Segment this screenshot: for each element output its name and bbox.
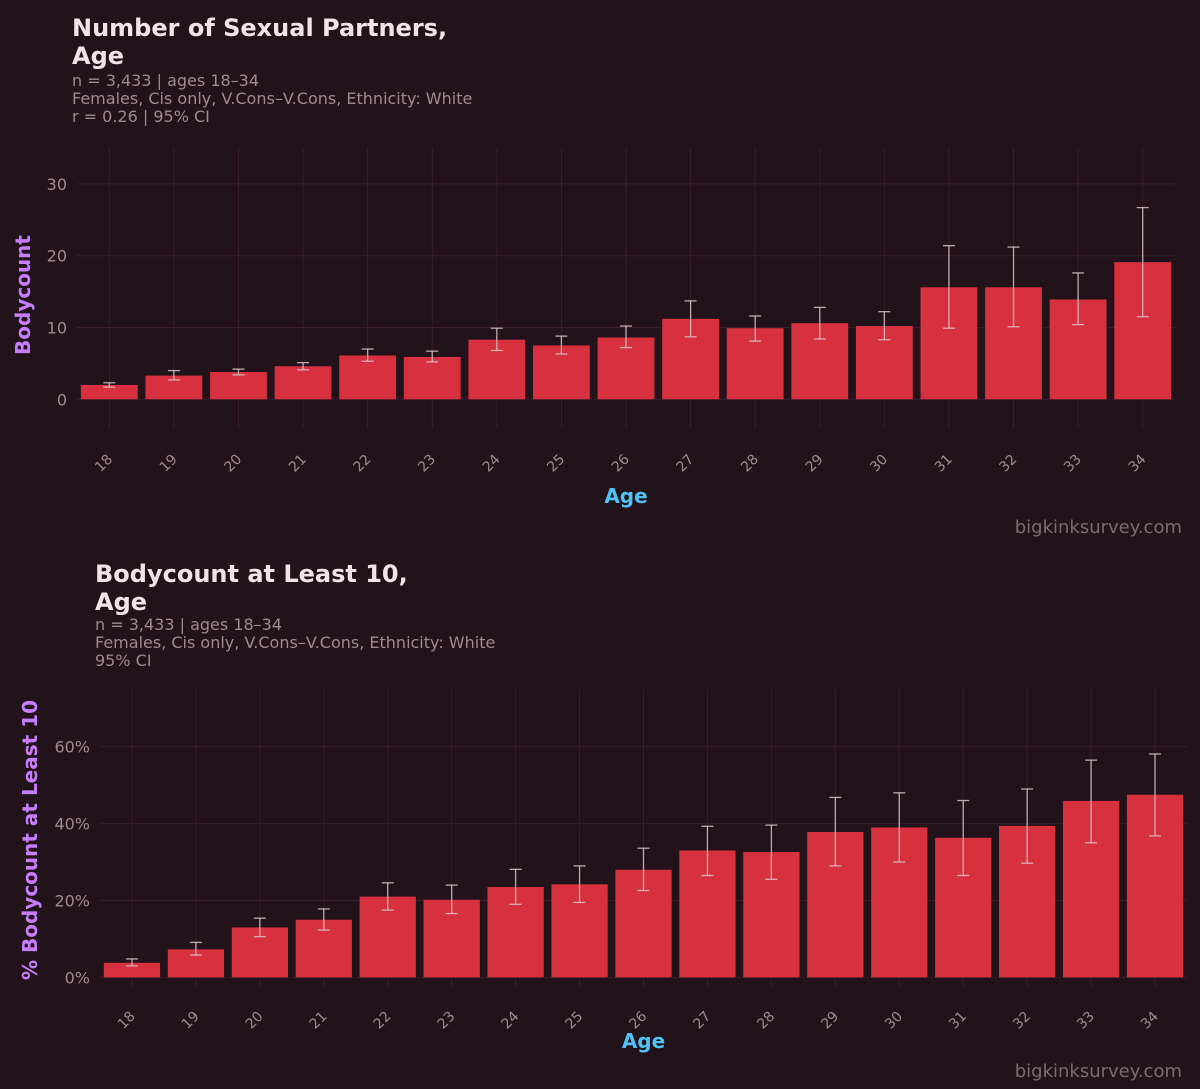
chart2-title: Bodycount at Least 10, Age: [95, 560, 408, 616]
chart1-subtitle: n = 3,433 | ages 18–34 Females, Cis only…: [72, 72, 472, 126]
chart2-xtick-label: 31: [946, 1009, 970, 1033]
chart2-xtick-label: 32: [1010, 1009, 1034, 1033]
chart2-xtick-label: 27: [690, 1009, 714, 1033]
chart2-ylabel: % Bodycount at Least 10: [18, 700, 42, 980]
chart2-xlabel: Age: [622, 1029, 665, 1053]
chart2-xtick-label: 30: [882, 1009, 906, 1033]
chart1-bar: [210, 372, 267, 400]
chart1-watermark: bigkinksurvey.com: [1014, 517, 1182, 538]
chart1-ylabel: Bodycount: [11, 235, 35, 355]
chart2-xtick-label: 19: [179, 1009, 203, 1033]
chart2-xtick-label: 34: [1138, 1008, 1162, 1032]
chart2-xtick-label: 23: [435, 1009, 459, 1033]
chart1-bar: [80, 384, 138, 400]
chart2-subtitle: n = 3,433 | ages 18–34 Females, Cis only…: [95, 616, 495, 670]
chart1-ytick-label: 0: [57, 390, 67, 409]
chart2-xtick-label: 29: [818, 1009, 842, 1033]
chart2-ytick-label: 20%: [54, 891, 90, 910]
chart2-bar: [103, 962, 161, 978]
chart2-xtick-label: 33: [1074, 1009, 1098, 1033]
chart1-subtitle-line2: Females, Cis only, V.Cons–V.Cons, Ethnic…: [72, 89, 473, 108]
chart2-subtitle-line2: Females, Cis only, V.Cons–V.Cons, Ethnic…: [95, 633, 496, 652]
chart2-xtick-label: 22: [371, 1009, 395, 1033]
chart1-subtitle-line1: n = 3,433 | ages 18–34: [72, 71, 260, 90]
chart2-ytick-label: 0%: [65, 968, 90, 987]
chart2-xtick-label: 25: [562, 1009, 586, 1033]
chart2-xtick-label: 21: [307, 1009, 331, 1033]
chart1-bar: [339, 355, 397, 400]
chart2-ytick-label: 60%: [54, 738, 90, 757]
chart2-ytick-label: 40%: [54, 815, 90, 834]
chart1-subtitle-line3: r = 0.26 | 95% CI: [72, 107, 210, 126]
chart1-xlabel: Age: [604, 484, 647, 508]
chart1-ytick-label: 20: [47, 247, 67, 266]
chart2-title-line2: Age: [95, 588, 148, 616]
chart1-bar: [145, 375, 203, 400]
chart1-ytick-label: 10: [47, 318, 67, 337]
chart2-xtick-label: 18: [115, 1009, 139, 1033]
chart2-subtitle-line3: 95% CI: [95, 651, 152, 670]
chart2-xtick-label: 20: [243, 1009, 267, 1033]
chart1-bar: [403, 356, 461, 400]
chart2-watermark: bigkinksurvey.com: [1014, 1061, 1182, 1082]
chart1-title-line2: Age: [72, 42, 125, 70]
chart1-title-line1: Number of Sexual Partners,: [72, 14, 448, 42]
chart2-xtick-label: 24: [499, 1008, 523, 1032]
chart2-title-line1: Bodycount at Least 10,: [95, 560, 408, 588]
chart1-ytick-label: 30: [47, 175, 67, 194]
chart2-subtitle-line1: n = 3,433 | ages 18–34: [95, 615, 283, 634]
chart1-title: Number of Sexual Partners, Age: [72, 14, 447, 70]
chart2-xtick-label: 28: [754, 1009, 778, 1033]
chart1-bar: [274, 366, 332, 400]
